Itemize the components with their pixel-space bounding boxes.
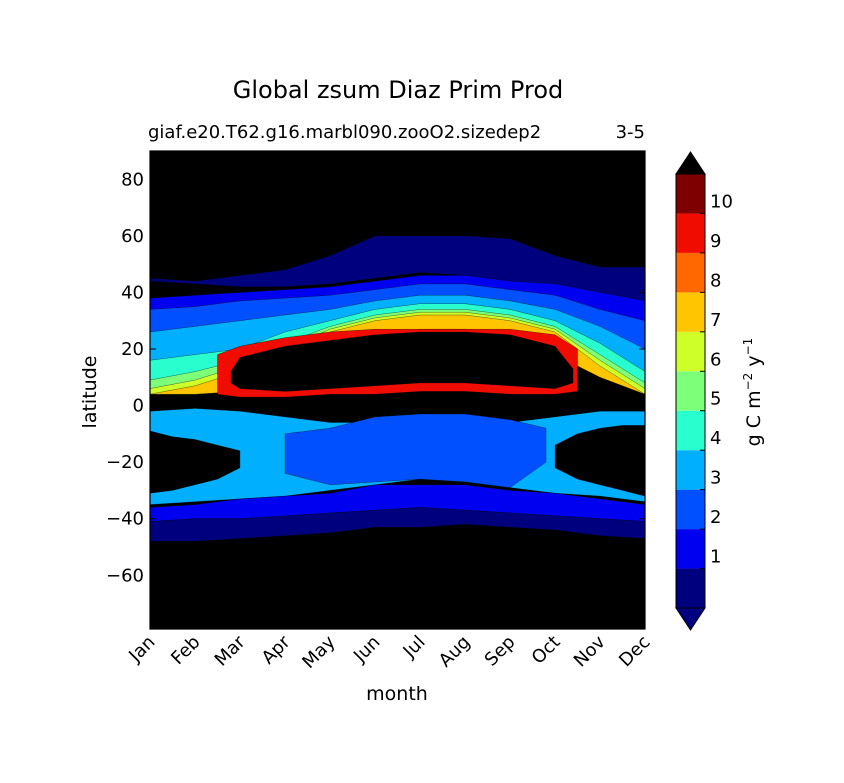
colorbar-swatch <box>676 331 705 372</box>
x-tick-label: Sep <box>481 632 520 671</box>
colorbar-frame <box>675 173 706 609</box>
colorbar-tick-label: 8 <box>710 270 721 291</box>
y-axis-label: latitude <box>79 356 101 429</box>
colorbar-swatch <box>676 371 705 411</box>
y-tick-label: 40 <box>121 282 144 303</box>
chart-title: Global zsum Diaz Prim Prod <box>233 76 564 104</box>
colorbar-swatch <box>676 410 705 451</box>
contour-band-south-deep-blue <box>150 507 645 542</box>
y-tick-label: 0 <box>133 396 144 417</box>
colorbar-swatch <box>676 568 705 608</box>
colorbar-tick-label: 1 <box>710 547 721 568</box>
x-tick-label: Aug <box>435 632 475 672</box>
y-tick-label: −60 <box>106 565 144 586</box>
x-tick-label: Apr <box>258 631 295 668</box>
chart-subtitle-right: 3-5 <box>616 122 645 143</box>
colorbar-over-triangle <box>675 151 706 175</box>
x-tick-label: Feb <box>167 632 204 669</box>
colorbar-tick-label: 9 <box>710 231 721 252</box>
colorbar-tick-label: 2 <box>710 507 721 528</box>
colorbar-swatch <box>676 489 705 530</box>
colorbar-tick-label: 7 <box>710 310 721 331</box>
colorbar-label: g C m−2 y−1 <box>741 338 765 447</box>
colorbar-swatch <box>676 292 705 332</box>
contour-band-north-outer-shelf <box>150 235 645 304</box>
colorbar-swatch <box>676 529 705 569</box>
contour-bands <box>150 235 645 542</box>
contour-band-north-core <box>230 331 574 392</box>
colorbar-swatch <box>676 450 705 490</box>
colorbar-under-triangle <box>675 607 706 631</box>
colorbar: 1 2 3 4 5 6 7 8 9 10 <box>675 151 733 631</box>
x-tick-label: Jan <box>124 632 159 667</box>
x-tick-label: Dec <box>615 632 654 671</box>
y-tick-label: 20 <box>121 339 144 360</box>
plot-area <box>149 150 646 630</box>
x-axis-label: month <box>366 683 428 705</box>
x-tick-label: Jun <box>349 632 384 667</box>
y-tick-label: 60 <box>121 226 144 247</box>
colorbar-tick-label: 6 <box>710 349 721 370</box>
colorbar-tick-label: 10 <box>710 191 733 212</box>
y-axis: −60 −40 −20 0 20 40 60 80 <box>106 169 645 586</box>
y-tick-label: −40 <box>106 509 144 530</box>
x-tick-label: Mar <box>211 631 250 670</box>
x-tick-label: May <box>298 631 339 672</box>
contour-band-south-east-core <box>554 425 645 497</box>
colorbar-tick-label: 3 <box>710 468 721 489</box>
x-tick-label: Nov <box>570 631 610 671</box>
y-tick-label: −20 <box>106 452 144 473</box>
contour-band-south-light-blue <box>284 413 547 488</box>
x-tick-label: Jul <box>399 632 430 663</box>
x-tick-label: Oct <box>528 632 565 669</box>
colorbar-swatch <box>676 174 705 214</box>
chart-subtitle-left: giaf.e20.T62.g16.marbl090.zooO2.sizedep2 <box>148 122 541 143</box>
y-tick-label: 80 <box>121 169 144 190</box>
colorbar-swatch <box>676 213 705 253</box>
colorbar-tick-label: 5 <box>710 389 721 410</box>
contour-band-south-west-core <box>150 430 241 494</box>
colorbar-swatch <box>676 252 705 293</box>
colorbar-tick-label: 4 <box>710 428 721 449</box>
plot-frame <box>149 150 646 630</box>
